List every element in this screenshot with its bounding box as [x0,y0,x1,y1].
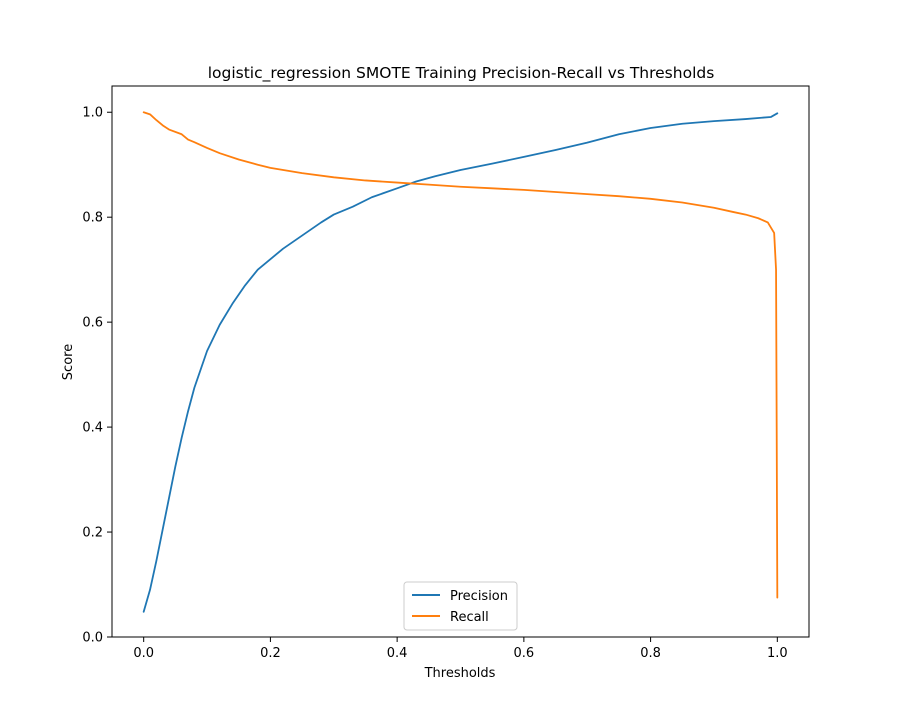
x-axis-ticks: 0.0 0.2 0.4 0.6 0.8 1.0 [133,637,788,661]
x-tick-label: 0.8 [640,646,661,661]
x-tick-label: 0.4 [387,646,408,661]
legend: Precision Recall [403,581,518,631]
series-lines [142,111,779,613]
x-tick-label: 0.6 [514,646,535,661]
x-axis-label: Thresholds [424,666,496,681]
y-tick-label: 0.2 [82,526,103,541]
y-tick-label: 0.4 [82,421,103,436]
series-line-precision [142,112,779,613]
x-tick-label: 0.2 [260,646,281,661]
y-tick-label: 0.0 [82,631,103,646]
x-tick-label: 1.0 [767,646,788,661]
series-line-recall [142,111,779,599]
chart-title: logistic_regression SMOTE Training Preci… [208,64,715,83]
y-axis-ticks: 0.0 0.2 0.4 0.6 0.8 1.0 [82,106,112,646]
y-tick-label: 0.6 [82,316,103,331]
y-tick-label: 0.8 [82,211,103,226]
legend-label-precision: Precision [450,589,508,604]
x-tick-label: 0.0 [133,646,154,661]
legend-label-recall: Recall [450,610,489,625]
plot-area [111,85,810,638]
y-tick-label: 1.0 [82,106,103,121]
y-axis-label: Score [61,344,76,380]
